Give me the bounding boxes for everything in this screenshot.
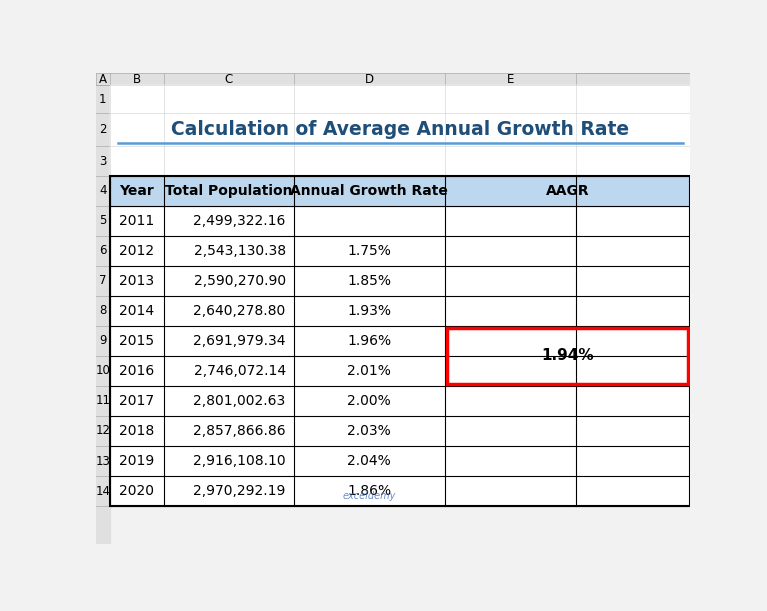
Text: 2014: 2014 (120, 304, 154, 318)
Text: 2,916,108.10: 2,916,108.10 (193, 454, 286, 468)
Text: 1.93%: 1.93% (347, 304, 391, 318)
Text: 12: 12 (95, 425, 110, 437)
Bar (110, 176, 690, 206)
Text: 2,857,866.86: 2,857,866.86 (193, 424, 286, 438)
Text: 2,970,292.19: 2,970,292.19 (193, 484, 286, 498)
Text: Total Population: Total Population (165, 184, 292, 198)
Text: 2012: 2012 (120, 244, 154, 258)
Text: 1.85%: 1.85% (347, 274, 391, 288)
Text: 2: 2 (99, 123, 107, 136)
Text: 2.04%: 2.04% (347, 454, 391, 468)
Bar (96, 73, 690, 85)
Text: Annual Growth Rate: Annual Growth Rate (290, 184, 448, 198)
Text: 8: 8 (99, 304, 107, 317)
Text: Year: Year (120, 184, 154, 198)
Text: 1.75%: 1.75% (347, 244, 391, 258)
Text: D: D (364, 73, 374, 86)
Text: C: C (225, 73, 233, 86)
Text: 2.00%: 2.00% (347, 394, 391, 408)
Text: 2.01%: 2.01% (347, 364, 391, 378)
Text: Calculation of Average Annual Growth Rate: Calculation of Average Annual Growth Rat… (171, 120, 629, 139)
Text: B: B (133, 73, 141, 86)
Text: 10: 10 (95, 364, 110, 378)
Text: 4: 4 (99, 185, 107, 197)
Text: E: E (507, 73, 514, 86)
Bar (110, 85, 690, 506)
Text: 6: 6 (99, 244, 107, 257)
Text: 14: 14 (95, 485, 110, 497)
Text: 2.03%: 2.03% (347, 424, 391, 438)
Text: 2015: 2015 (120, 334, 154, 348)
Text: exceldemy: exceldemy (342, 491, 396, 502)
Text: 2,640,278.80: 2,640,278.80 (193, 304, 286, 318)
Text: 1.86%: 1.86% (347, 484, 391, 498)
Text: 2,801,002.63: 2,801,002.63 (193, 394, 286, 408)
Text: 5: 5 (99, 214, 107, 227)
Text: 2011: 2011 (120, 214, 155, 228)
Text: A: A (99, 73, 107, 86)
Text: 2,746,072.14: 2,746,072.14 (193, 364, 286, 378)
Text: 2,691,979.34: 2,691,979.34 (193, 334, 286, 348)
Text: 2019: 2019 (120, 454, 155, 468)
Text: 2,543,130.38: 2,543,130.38 (193, 244, 286, 258)
Bar (110, 176, 690, 506)
Text: 11: 11 (95, 395, 110, 408)
Text: 2018: 2018 (120, 424, 155, 438)
Text: AAGR: AAGR (545, 184, 589, 198)
Text: 1.94%: 1.94% (542, 348, 594, 364)
Text: 2016: 2016 (120, 364, 155, 378)
Text: 3: 3 (99, 155, 107, 167)
Text: 1: 1 (99, 93, 107, 106)
Text: 2,590,270.90: 2,590,270.90 (193, 274, 286, 288)
Text: 2020: 2020 (120, 484, 154, 498)
Text: 2013: 2013 (120, 274, 154, 288)
Bar (447, 328, 688, 384)
Text: 9: 9 (99, 334, 107, 348)
Text: 7: 7 (99, 274, 107, 287)
Text: 2,499,322.16: 2,499,322.16 (193, 214, 286, 228)
Text: 1.96%: 1.96% (347, 334, 391, 348)
Text: 2017: 2017 (120, 394, 154, 408)
Text: 13: 13 (95, 455, 110, 467)
Bar (96, 73, 110, 544)
